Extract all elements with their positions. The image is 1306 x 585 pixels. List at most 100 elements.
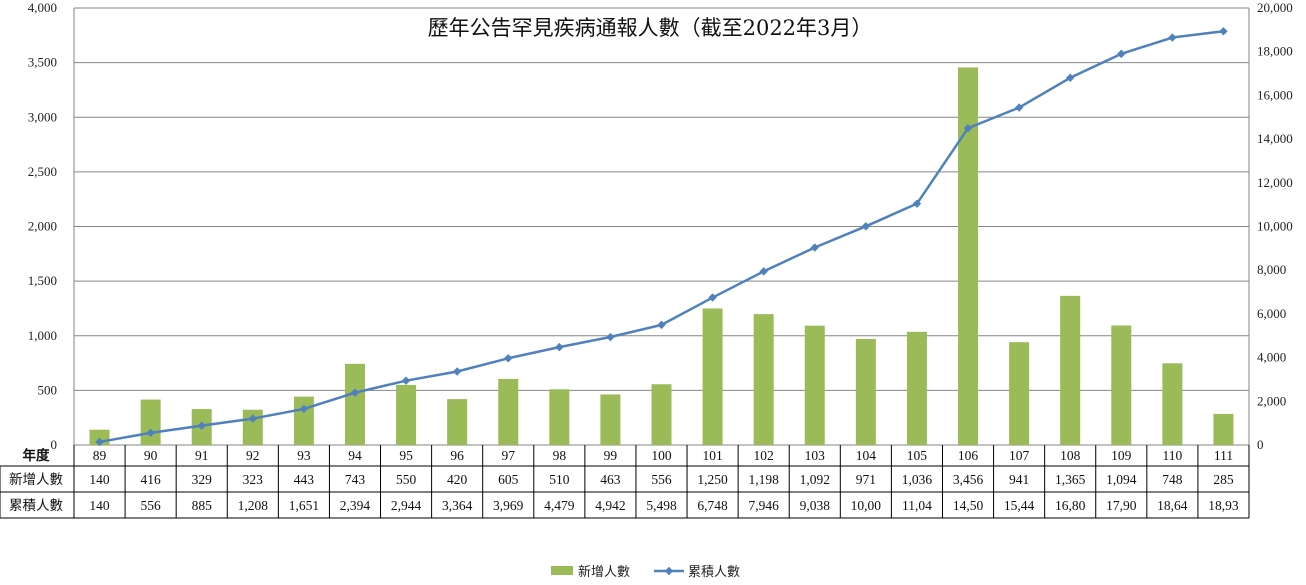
right-axis-tick-label: 12,000 <box>1257 175 1293 190</box>
category-label: 91 <box>195 448 209 463</box>
category-label: 110 <box>1162 448 1182 463</box>
bar-new-cases <box>1162 363 1183 445</box>
bar-new-cases <box>1060 295 1081 445</box>
table-value: 463 <box>600 472 621 487</box>
bar-new-cases <box>344 363 365 445</box>
marker-cumulative <box>1065 73 1075 82</box>
right-axis-tick-label: 4,000 <box>1257 350 1286 365</box>
right-axis-tick-label: 6,000 <box>1257 306 1286 321</box>
marker-cumulative <box>1168 33 1177 42</box>
left-axis-tick-label: 0 <box>51 437 58 452</box>
table-value: 285 <box>1213 472 1234 487</box>
marker-cumulative <box>861 222 871 231</box>
bar-new-cases <box>1111 325 1132 445</box>
table-value: 7,946 <box>748 498 779 513</box>
marker-cumulative <box>555 342 564 352</box>
left-axis-tick-label: 4,000 <box>28 0 57 15</box>
left-axis-tick-label: 1,000 <box>28 328 57 343</box>
marker-cumulative <box>299 404 309 414</box>
table-value: 1,036 <box>902 472 933 487</box>
table-value: 140 <box>89 472 110 487</box>
table-value: 550 <box>396 472 417 487</box>
bar-new-cases <box>651 384 672 445</box>
table-value: 420 <box>447 472 468 487</box>
table-value: 18,93 <box>1208 498 1239 513</box>
bar-new-cases <box>447 399 468 445</box>
table-value: 1,092 <box>800 472 830 487</box>
table-value: 3,364 <box>442 498 473 513</box>
marker-cumulative <box>708 293 717 302</box>
category-label: 101 <box>702 448 722 463</box>
table-value: 1,208 <box>238 498 269 513</box>
left-axis-tick-label: 500 <box>38 382 58 397</box>
table-value: 748 <box>1162 472 1183 487</box>
table-value: 323 <box>243 472 264 487</box>
bar-new-cases <box>396 384 417 445</box>
left-axis-tick-label: 1,500 <box>28 273 57 288</box>
bar-new-cases <box>855 338 876 445</box>
table-value: 3,969 <box>493 498 524 513</box>
marker-cumulative <box>452 367 462 376</box>
table-value: 14,50 <box>953 498 984 513</box>
right-axis-tick-label: 18,000 <box>1257 44 1293 59</box>
bar-new-cases <box>906 331 927 445</box>
category-label: 103 <box>805 448 826 463</box>
category-label: 105 <box>907 448 928 463</box>
table-value: 11,04 <box>902 498 932 513</box>
left-axis-tick-label: 2,000 <box>28 219 57 234</box>
table-value: 9,038 <box>800 498 831 513</box>
table-value: 1,198 <box>748 472 779 487</box>
table-value: 5,498 <box>646 498 677 513</box>
table-value: 1,365 <box>1055 472 1086 487</box>
bar-new-cases <box>753 314 774 445</box>
left-axis-tick-label: 3,500 <box>28 55 57 70</box>
marker-cumulative <box>95 437 104 447</box>
category-label: 94 <box>348 448 362 463</box>
marker-cumulative <box>197 421 206 430</box>
legend-label-new-cases: 新增人數 <box>578 564 630 580</box>
table-value: 10,00 <box>851 498 882 513</box>
table-value: 971 <box>856 472 876 487</box>
table-value: 885 <box>192 498 213 513</box>
table-value: 416 <box>141 472 162 487</box>
left-axis-tick-label: 3,000 <box>28 109 57 124</box>
category-label: 98 <box>553 448 567 463</box>
marker-cumulative <box>1014 103 1024 112</box>
marker-cumulative <box>657 320 666 330</box>
bar-new-cases <box>1009 342 1030 445</box>
category-label: 102 <box>754 448 774 463</box>
marker-cumulative <box>912 199 922 208</box>
table-value: 3,456 <box>953 472 984 487</box>
category-label: 92 <box>246 448 260 463</box>
table-value: 443 <box>294 472 315 487</box>
bar-new-cases <box>1213 413 1234 445</box>
table-header-label: 年度 <box>23 447 50 464</box>
category-label: 109 <box>1111 448 1132 463</box>
category-label: 90 <box>144 448 158 463</box>
marker-cumulative <box>504 354 513 363</box>
table-value: 510 <box>549 472 570 487</box>
table-row-label: 新增人數 <box>9 472 63 488</box>
table-value: 556 <box>651 472 672 487</box>
marker-cumulative <box>146 428 155 438</box>
left-axis-tick-label: 2,500 <box>28 164 57 179</box>
table-value: 4,942 <box>595 498 625 513</box>
table-value: 1,651 <box>289 498 319 513</box>
category-label: 96 <box>450 448 464 463</box>
bar-new-cases <box>498 378 519 445</box>
legend-swatch-new-cases <box>551 566 573 575</box>
marker-cumulative <box>350 388 360 397</box>
category-label: 104 <box>856 448 877 463</box>
table-value: 1,094 <box>1106 472 1137 487</box>
bar-new-cases <box>958 67 979 445</box>
table-value: 556 <box>141 498 162 513</box>
right-axis-tick-label: 10,000 <box>1257 219 1293 234</box>
marker-cumulative <box>1117 49 1126 59</box>
chart-title: 歷年公告罕見疾病通報人數（截至2022年3月） <box>428 16 873 40</box>
table-row-label: 累積人數 <box>9 498 63 514</box>
category-label: 106 <box>958 448 979 463</box>
right-axis-tick-label: 14,000 <box>1257 131 1293 146</box>
marker-cumulative <box>248 414 258 423</box>
table-value: 15,44 <box>1004 498 1035 513</box>
